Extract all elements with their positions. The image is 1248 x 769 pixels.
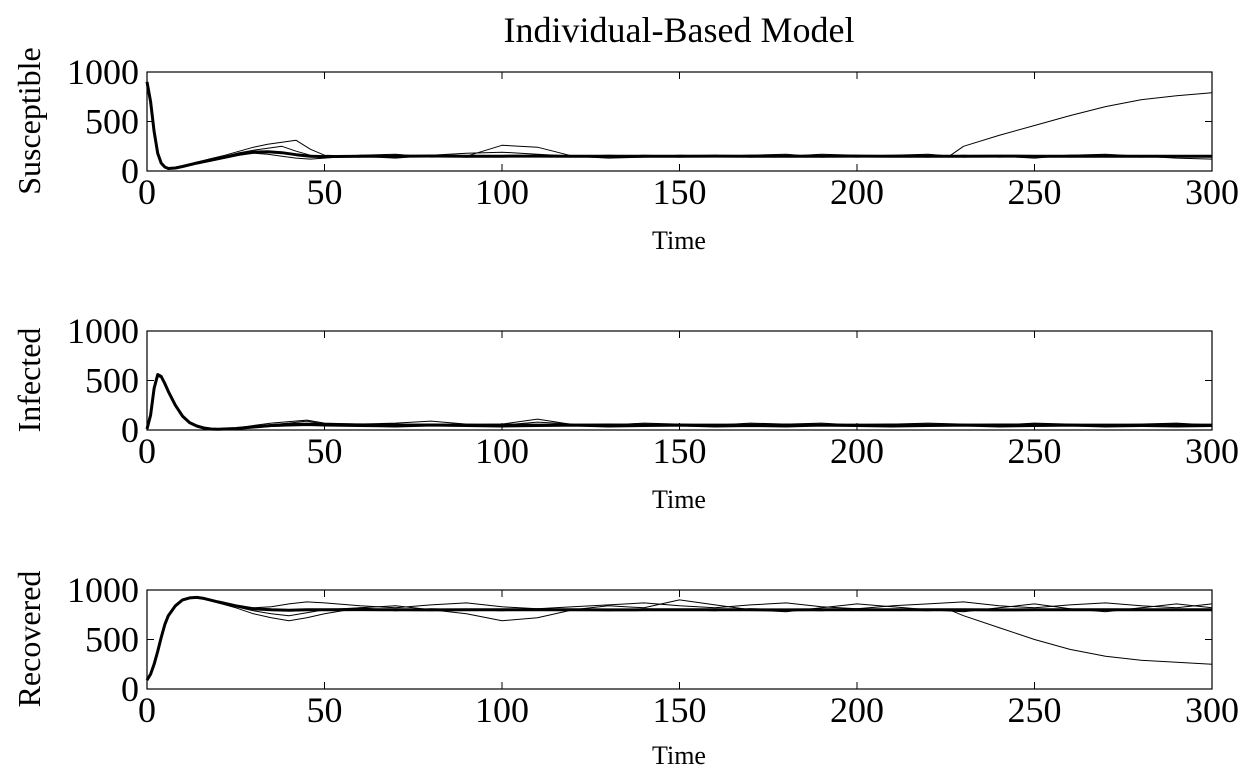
x-axis-label: Time — [652, 741, 706, 769]
x-tick-label: 200 — [830, 431, 884, 471]
x-tick-label: 200 — [830, 690, 884, 730]
figure-title: Individual-Based Model — [504, 10, 855, 50]
x-tick-label: 50 — [307, 690, 343, 730]
y-tick-label: 500 — [85, 620, 139, 660]
y-ticks: 0 500 1000 — [67, 570, 1212, 709]
x-tick-label: 150 — [653, 431, 707, 471]
x-tick-label: 150 — [653, 172, 707, 212]
panel-susceptible: 0 50 100 150 200 250 300 0 500 1000 Time Suscept… — [11, 47, 1239, 255]
series-line-4 — [146, 81, 1213, 169]
x-tick-label: 300 — [1185, 172, 1239, 212]
y-axis-label: Recovered — [11, 571, 47, 708]
series-line-2 — [146, 376, 1213, 430]
x-tick-label: 0 — [138, 690, 156, 730]
series-line-4 — [146, 375, 1213, 430]
x-tick-label: 300 — [1185, 431, 1239, 471]
x-tick-label: 200 — [830, 172, 884, 212]
series-line-4 — [146, 596, 1213, 681]
x-tick-label: 150 — [653, 690, 707, 730]
series-layer — [145, 81, 1213, 170]
y-tick-label: 500 — [85, 102, 139, 142]
y-tick-label: 0 — [121, 669, 139, 709]
x-tick-label: 250 — [1008, 172, 1062, 212]
y-axis-label: Susceptible — [11, 47, 47, 195]
x-ticks: 0 50 100 150 200 250 300 — [138, 331, 1239, 471]
x-tick-label: 0 — [138, 172, 156, 212]
y-ticks: 0 500 1000 — [67, 52, 1212, 191]
x-tick-label: 250 — [1008, 690, 1062, 730]
series-line-3 — [146, 373, 1213, 430]
x-tick-label: 100 — [475, 431, 529, 471]
x-tick-label: 100 — [475, 690, 529, 730]
x-tick-label: 0 — [138, 431, 156, 471]
x-axis-label: Time — [652, 485, 706, 514]
x-tick-label: 250 — [1008, 431, 1062, 471]
y-axis-label: Infected — [11, 328, 47, 433]
panel-infected: 0 50 100 150 200 250 300 0 500 1000 Time Infecte… — [11, 311, 1239, 514]
x-tick-label: 100 — [475, 172, 529, 212]
x-tick-label: 50 — [307, 431, 343, 471]
y-tick-label: 1000 — [67, 311, 139, 351]
y-ticks: 0 500 1000 — [67, 311, 1212, 450]
y-tick-label: 0 — [121, 410, 139, 450]
y-tick-label: 0 — [121, 151, 139, 191]
plot-area-frame — [146, 589, 1213, 690]
x-ticks: 0 50 100 150 200 250 300 — [138, 590, 1239, 730]
x-tick-label: 300 — [1185, 690, 1239, 730]
series-layer — [145, 373, 1213, 431]
y-tick-label: 500 — [85, 361, 139, 401]
x-axis-label: Time — [652, 226, 706, 255]
series-layer — [145, 595, 1213, 681]
y-tick-label: 1000 — [67, 570, 139, 610]
panel-recovered: 0 50 100 150 200 250 300 0 500 1000 Time Recover… — [11, 570, 1239, 769]
y-tick-label: 1000 — [67, 52, 139, 92]
plot-area-frame — [146, 330, 1213, 431]
x-tick-label: 50 — [307, 172, 343, 212]
x-ticks: 0 50 100 150 200 250 300 — [138, 72, 1239, 212]
series-line-3 — [146, 597, 1213, 681]
